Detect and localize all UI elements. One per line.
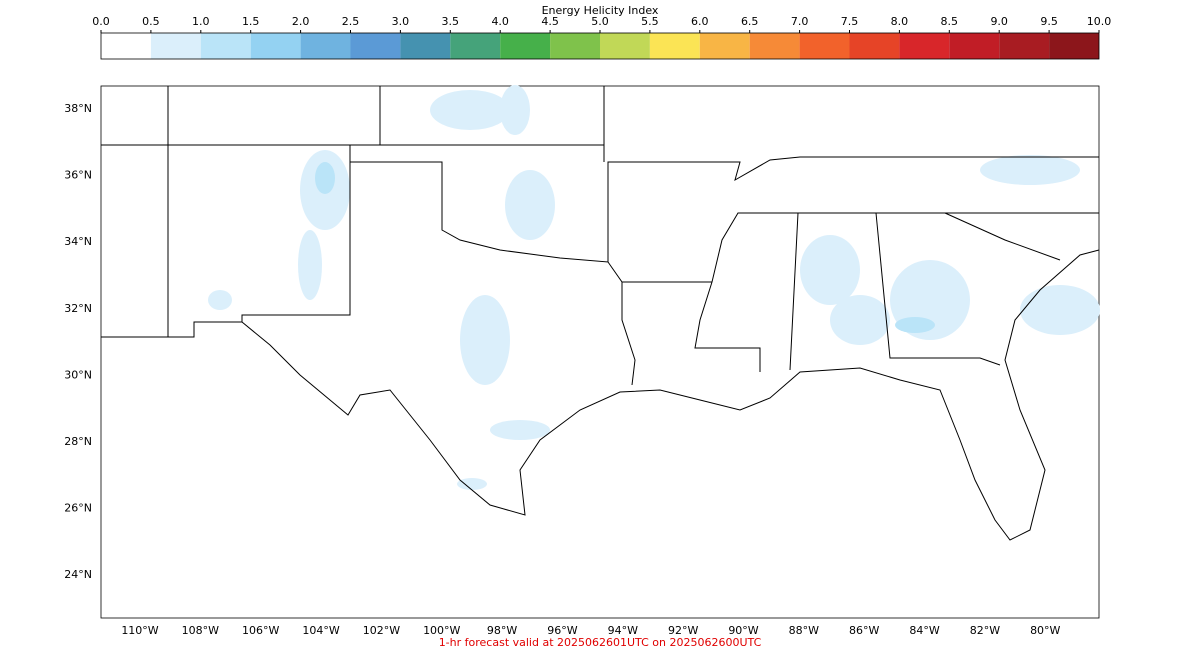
lon-label: 88°W: [789, 624, 819, 637]
colorbar-bin: [300, 33, 351, 59]
colorbar-bin: [749, 33, 800, 59]
colorbar-bin: [450, 33, 501, 59]
lon-label: 94°W: [608, 624, 638, 637]
lon-label: 100°W: [423, 624, 460, 637]
colorbar-bin: [649, 33, 700, 59]
colorbar-tick-label: 3.5: [442, 15, 460, 28]
colorbar-tick-label: 6.0: [691, 15, 709, 28]
precip-field: [208, 85, 1100, 490]
colorbar-title: Energy Helicity Index: [542, 4, 659, 17]
colorbar-bin: [600, 33, 650, 59]
map: [100, 85, 1100, 619]
colorbar-bin: [550, 33, 600, 59]
colorbar-bin: [500, 33, 551, 59]
colorbar-bin: [150, 33, 201, 59]
colorbar-bin: [101, 33, 151, 59]
boundaries: [101, 86, 1100, 541]
colorbar-tick-label: 8.5: [941, 15, 959, 28]
lat-label: 24°N: [64, 568, 92, 581]
colorbar-bin: [400, 33, 451, 59]
lon-labels: 110°W 108°W 106°W 104°W 102°W 100°W 98°W 96°W 94…: [121, 624, 1060, 637]
colorbar-bin: [1049, 33, 1099, 59]
lon-label: 86°W: [849, 624, 879, 637]
lon-label: 104°W: [302, 624, 339, 637]
colorbar: 0.0 0.5 1.0 1.5 2.0 2.5 3.0 3.5 4.0 4.5 5.0 5.5 6.0 6…: [92, 15, 1112, 60]
colorbar-bin: [699, 33, 750, 59]
colorbar-bin: [899, 33, 950, 59]
colorbar-tick-label: 8.0: [891, 15, 909, 28]
colorbar-tick-label: 0.5: [142, 15, 160, 28]
lon-label: 80°W: [1030, 624, 1060, 637]
lon-label: 106°W: [242, 624, 279, 637]
colorbar-tick-label: 4.5: [541, 15, 559, 28]
lon-label: 90°W: [728, 624, 758, 637]
lon-label: 84°W: [909, 624, 939, 637]
lon-label: 98°W: [487, 624, 517, 637]
lat-label: 36°N: [64, 169, 92, 182]
lon-label: 92°W: [668, 624, 698, 637]
colorbar-tick-label: 7.5: [841, 15, 859, 28]
colorbar-tick-label: 3.0: [392, 15, 410, 28]
colorbar-tick-label: 7.0: [791, 15, 809, 28]
colorbar-bin: [200, 33, 251, 59]
colorbar-tick-label: 1.5: [242, 15, 260, 28]
lat-label: 38°N: [64, 102, 92, 115]
colorbar-tick-label: 9.0: [990, 15, 1008, 28]
lon-label: 96°W: [547, 624, 577, 637]
colorbar-tick-label: 1.0: [192, 15, 210, 28]
lon-label: 102°W: [363, 624, 400, 637]
footer: 1-hr forecast valid at 2025062601UTC on …: [439, 636, 762, 649]
colorbar-tick-label: 2.0: [292, 15, 310, 28]
colorbar-bin: [999, 33, 1050, 59]
colorbar-tick-label: 5.0: [591, 15, 609, 28]
colorbar-tick-label: 9.5: [1040, 15, 1058, 28]
lon-label: 82°W: [970, 624, 1000, 637]
lat-labels: 38°N 36°N 34°N 32°N 30°N 28°N 26°N 24°N: [64, 102, 92, 581]
lat-label: 30°N: [64, 368, 92, 381]
colorbar-tick-label: 4.0: [491, 15, 509, 28]
colorbar-bin: [350, 33, 401, 59]
lat-label: 26°N: [64, 502, 92, 515]
map-frame: [100, 85, 1100, 619]
colorbar-bin: [250, 33, 301, 59]
lat-label: 32°N: [64, 302, 92, 315]
lon-label: 108°W: [182, 624, 219, 637]
colorbar-tick-label: 2.5: [342, 15, 360, 28]
colorbar-tick-label: 5.5: [641, 15, 659, 28]
lat-label: 34°N: [64, 235, 92, 248]
colorbar-bin: [849, 33, 900, 59]
lat-label: 28°N: [64, 435, 92, 448]
lon-label: 110°W: [121, 624, 158, 637]
colorbar-tick-label: 6.5: [741, 15, 759, 28]
colorbar-bin: [799, 33, 850, 59]
colorbar-tick-label: 10.0: [1087, 15, 1112, 28]
colorbar-bin: [949, 33, 1000, 59]
colorbar-tick-label: 0.0: [92, 15, 110, 28]
